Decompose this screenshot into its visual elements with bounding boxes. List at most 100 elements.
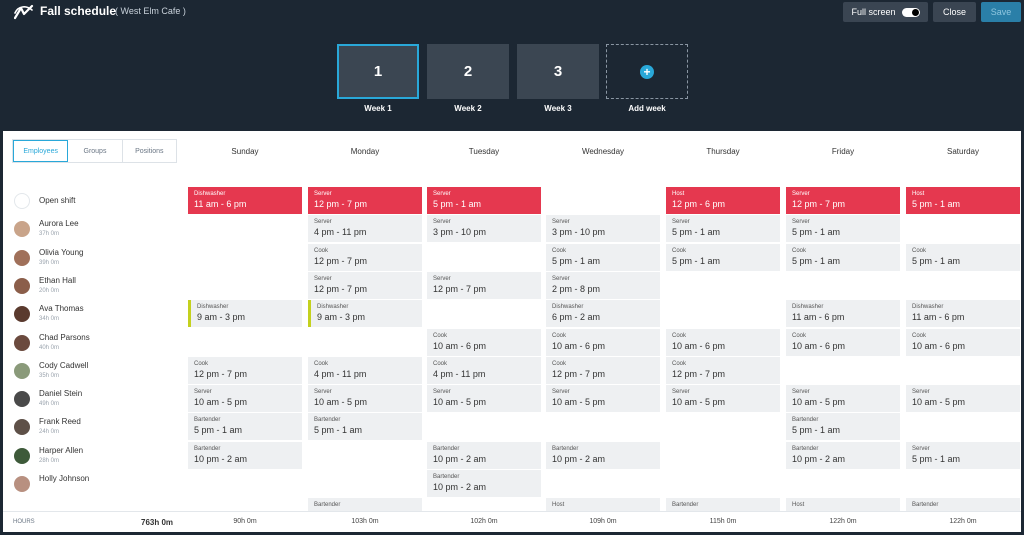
shift-role: Dishwasher: [317, 304, 349, 311]
location-label: ( West Elm Cafe ): [115, 6, 186, 16]
shift-role: Cook: [552, 247, 567, 254]
fullscreen-toggle[interactable]: [901, 7, 920, 17]
shift-card[interactable]: Cook 12 pm - 7 pm: [666, 356, 780, 384]
shift-time: 2 pm - 8 pm: [552, 283, 601, 294]
shift-role: Cook: [672, 332, 687, 339]
shift-time: 5 pm - 1 am: [912, 453, 961, 464]
shift-card[interactable]: Bartender 10 pm - 2 am: [546, 441, 660, 469]
employee-row[interactable]: Harper Allen 28h 0m: [3, 442, 187, 470]
close-button[interactable]: Close: [933, 2, 976, 22]
shift-card[interactable]: Server 10 am - 5 pm: [666, 385, 780, 413]
open-shift-card[interactable]: Server 5 pm - 1 am: [427, 187, 541, 214]
employee-row[interactable]: Ethan Hall 20h 0m: [3, 272, 187, 300]
week-2-button[interactable]: 2: [427, 44, 509, 99]
shift-card[interactable]: Server 12 pm - 7 pm: [427, 271, 541, 299]
day-header-friday: Friday: [831, 147, 855, 156]
open-shift-card[interactable]: Dishwasher 11 am - 6 pm: [188, 187, 302, 214]
shift-card[interactable]: Dishwasher 6 pm - 2 am: [546, 300, 660, 328]
shift-card[interactable]: Cook 10 am - 6 pm: [546, 328, 660, 356]
shift-card[interactable]: Cook 12 pm - 7 pm: [546, 356, 660, 384]
shift-card[interactable]: Dishwasher 11 am - 6 pm: [786, 300, 900, 328]
shift-card[interactable]: Bartender 5 pm - 1 am: [188, 413, 302, 441]
shift-card[interactable]: Server 5 pm - 1 am: [786, 215, 900, 243]
day-header-tuesday: Tuesday: [468, 147, 500, 156]
employee-hours: 20h 0m: [39, 287, 60, 294]
employee-row[interactable]: Aurora Lee 37h 0m: [3, 215, 187, 243]
shift-card[interactable]: Cook 12 pm - 7 pm: [308, 243, 422, 271]
shift-time: 12 pm - 7 pm: [314, 283, 368, 294]
shift-card[interactable]: Cook 5 pm - 1 am: [906, 243, 1020, 271]
shift-card[interactable]: Cook 4 pm - 11 pm: [308, 356, 422, 384]
shift-card[interactable]: Server 10 am - 5 pm: [188, 385, 302, 413]
shift-card[interactable]: Bartender 5 pm - 1 am: [786, 413, 900, 441]
shift-role: Server: [792, 219, 810, 226]
week-3-button[interactable]: 3: [517, 44, 599, 99]
shift-role: Server: [552, 219, 570, 226]
shift-role: Server: [314, 219, 332, 226]
logo-icon: [14, 4, 34, 20]
shift-card[interactable]: Bartender 5 pm - 1 am: [308, 413, 422, 441]
shift-card[interactable]: Cook 5 pm - 1 am: [666, 243, 780, 271]
shift-card[interactable]: Cook 10 am - 6 pm: [906, 328, 1020, 356]
shift-card[interactable]: Bartender 10 pm - 2 am: [786, 441, 900, 469]
employee-hours: 35h 0m: [39, 372, 60, 379]
fullscreen-button[interactable]: Full screen: [843, 2, 928, 22]
shift-card[interactable]: Cook 5 pm - 1 am: [546, 243, 660, 271]
employee-row[interactable]: Frank Reed 24h 0m: [3, 413, 187, 441]
employee-row[interactable]: Chad Parsons 40h 0m: [3, 329, 187, 357]
shift-card[interactable]: Server 10 am - 5 pm: [308, 385, 422, 413]
shift-card[interactable]: Cook 4 pm - 11 pm: [427, 356, 541, 384]
shift-time: 10 am - 5 pm: [433, 397, 487, 408]
employee-row[interactable]: Daniel Stein 49h 0m: [3, 385, 187, 413]
shift-card[interactable]: Bartender 10 pm - 2 am: [427, 470, 541, 497]
shift-card[interactable]: Dishwasher 11 am - 6 pm: [906, 300, 1020, 328]
shift-card[interactable]: Server 10 am - 5 pm: [427, 385, 541, 413]
shift-card[interactable]: Server 10 am - 5 pm: [906, 385, 1020, 413]
shift-card[interactable]: Cook 12 pm - 7 pm: [188, 356, 302, 384]
shift-time: 10 am - 5 pm: [792, 397, 846, 408]
shift-card[interactable]: Bartender 10 pm - 2 am: [188, 441, 302, 469]
shift-card[interactable]: Cook 10 am - 6 pm: [666, 328, 780, 356]
shift-role: Server: [433, 219, 451, 226]
shift-card[interactable]: Cook 10 am - 6 pm: [427, 328, 541, 356]
shift-card[interactable]: Server 5 pm - 1 am: [906, 441, 1020, 469]
save-button[interactable]: Save: [981, 2, 1021, 22]
shift-role: Host: [792, 502, 805, 509]
employee-row[interactable]: Ava Thomas 34h 0m: [3, 300, 187, 328]
shift-card[interactable]: Cook 5 pm - 1 am: [786, 243, 900, 271]
shift-card[interactable]: Cook 10 am - 6 pm: [786, 328, 900, 356]
shift-card[interactable]: Server 5 pm - 1 am: [666, 215, 780, 243]
tab-positions[interactable]: Positions: [135, 147, 164, 155]
shift-time: 10 pm - 2 am: [552, 453, 606, 464]
shift-role: Cook: [314, 247, 329, 254]
add-week-button[interactable]: +: [606, 44, 688, 99]
employee-row[interactable]: Olivia Young 39h 0m: [3, 244, 187, 272]
tab-groups[interactable]: Groups: [68, 140, 123, 162]
shift-card[interactable]: Server 3 pm - 10 pm: [546, 215, 660, 243]
shift-card[interactable]: Server 12 pm - 7 pm: [308, 271, 422, 299]
shift-card[interactable]: Server 2 pm - 8 pm: [546, 271, 660, 299]
day-header-thursday: Thursday: [706, 147, 740, 156]
shift-card[interactable]: Server 10 am - 5 pm: [546, 385, 660, 413]
shift-card[interactable]: Bartender 10 pm - 2 am: [427, 441, 541, 469]
open-shift-card[interactable]: Server 12 pm - 7 pm: [308, 187, 422, 214]
open-shift-card[interactable]: Server 12 pm - 7 pm: [786, 187, 900, 214]
employee-row[interactable]: Holly Johnson: [3, 470, 187, 498]
shift-time: 5 pm - 1 am: [792, 255, 841, 266]
tab-employees[interactable]: Employees: [13, 140, 69, 162]
shift-role: Dishwasher: [792, 304, 824, 311]
shift-card[interactable]: Server 4 pm - 11 pm: [308, 215, 422, 243]
open-shift-card[interactable]: Host 12 pm - 6 pm: [666, 187, 780, 214]
shift-card[interactable]: Server 3 pm - 10 pm: [427, 215, 541, 243]
shift-card[interactable]: Server 10 am - 5 pm: [786, 385, 900, 413]
employee-row[interactable]: Cody Cadwell 35h 0m: [3, 357, 187, 385]
employee-name: Frank Reed: [39, 417, 81, 427]
week-1-button[interactable]: 1: [337, 44, 419, 99]
shift-time: 5 pm - 1 am: [912, 255, 961, 266]
shift-card[interactable]: Dishwasher 9 am - 3 pm: [188, 300, 302, 328]
shift-role: Dishwasher: [552, 304, 584, 311]
shift-role: Cook: [314, 360, 329, 367]
open-shift-card[interactable]: Host 5 pm - 1 am: [906, 187, 1020, 214]
shift-card[interactable]: Dishwasher 9 am - 3 pm: [308, 300, 422, 328]
shift-time: 12 pm - 7 pm: [194, 368, 248, 379]
